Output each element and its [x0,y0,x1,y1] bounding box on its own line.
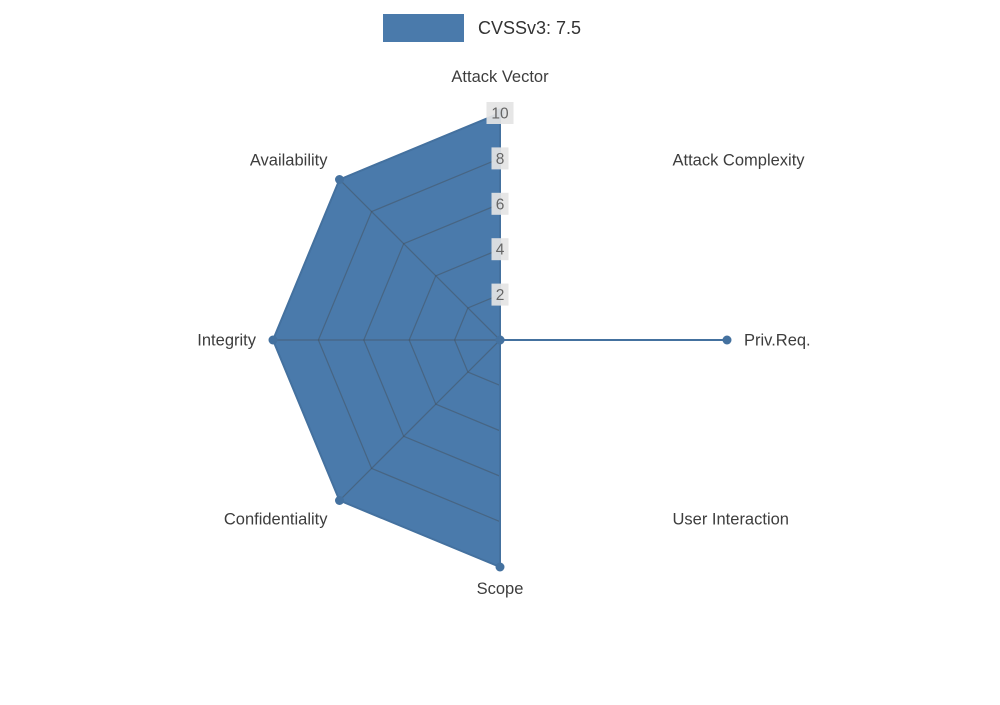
grid-spoke-availability [339,179,501,341]
axis-label-attack-vector: Attack Vector [451,68,549,86]
tick-label-4: 4 [496,242,505,259]
tick-label-10: 10 [491,106,509,123]
radar-markers [268,108,732,572]
data-point-scope [495,562,505,572]
tick-label-2: 2 [496,287,505,304]
axis-label-confidentiality: Confidentiality [224,511,328,529]
axis-label-priv-req: Priv.Req. [744,332,811,350]
axis-label-attack-complexity: Attack Complexity [673,152,806,170]
data-point-priv-req [722,335,732,345]
chart-legend: CVSSv3: 7.5 [383,14,581,42]
axis-label-availability: Availability [250,152,328,170]
tick-box-2 [491,283,509,306]
data-point-availability [335,175,344,184]
axis-labels: Attack Vector Attack Complexity Priv.Req. U… [197,68,810,598]
tick-box-4 [491,238,509,261]
grid-spoke-confidentiality [339,339,501,501]
tick-label-6: 6 [496,196,505,213]
tick-box-8 [491,147,509,170]
axis-label-integrity: Integrity [197,332,256,350]
tick-box-6 [491,192,509,215]
data-point-user-interaction [495,335,505,345]
grid-spoke-attack-complexity [499,179,661,341]
axis-label-scope: Scope [477,580,524,598]
axis-label-user-interaction: User Interaction [673,511,789,529]
data-point-integrity [268,335,278,345]
tick-box-10 [486,102,514,124]
legend-label: CVSSv3: 7.5 [478,17,582,38]
radial-tick-labels: 2 4 6 8 10 [486,102,514,306]
grid-spoke-user-interaction [499,339,661,501]
tick-label-8: 8 [496,151,505,168]
legend-swatch [383,14,464,42]
data-point-confidentiality [335,496,344,505]
